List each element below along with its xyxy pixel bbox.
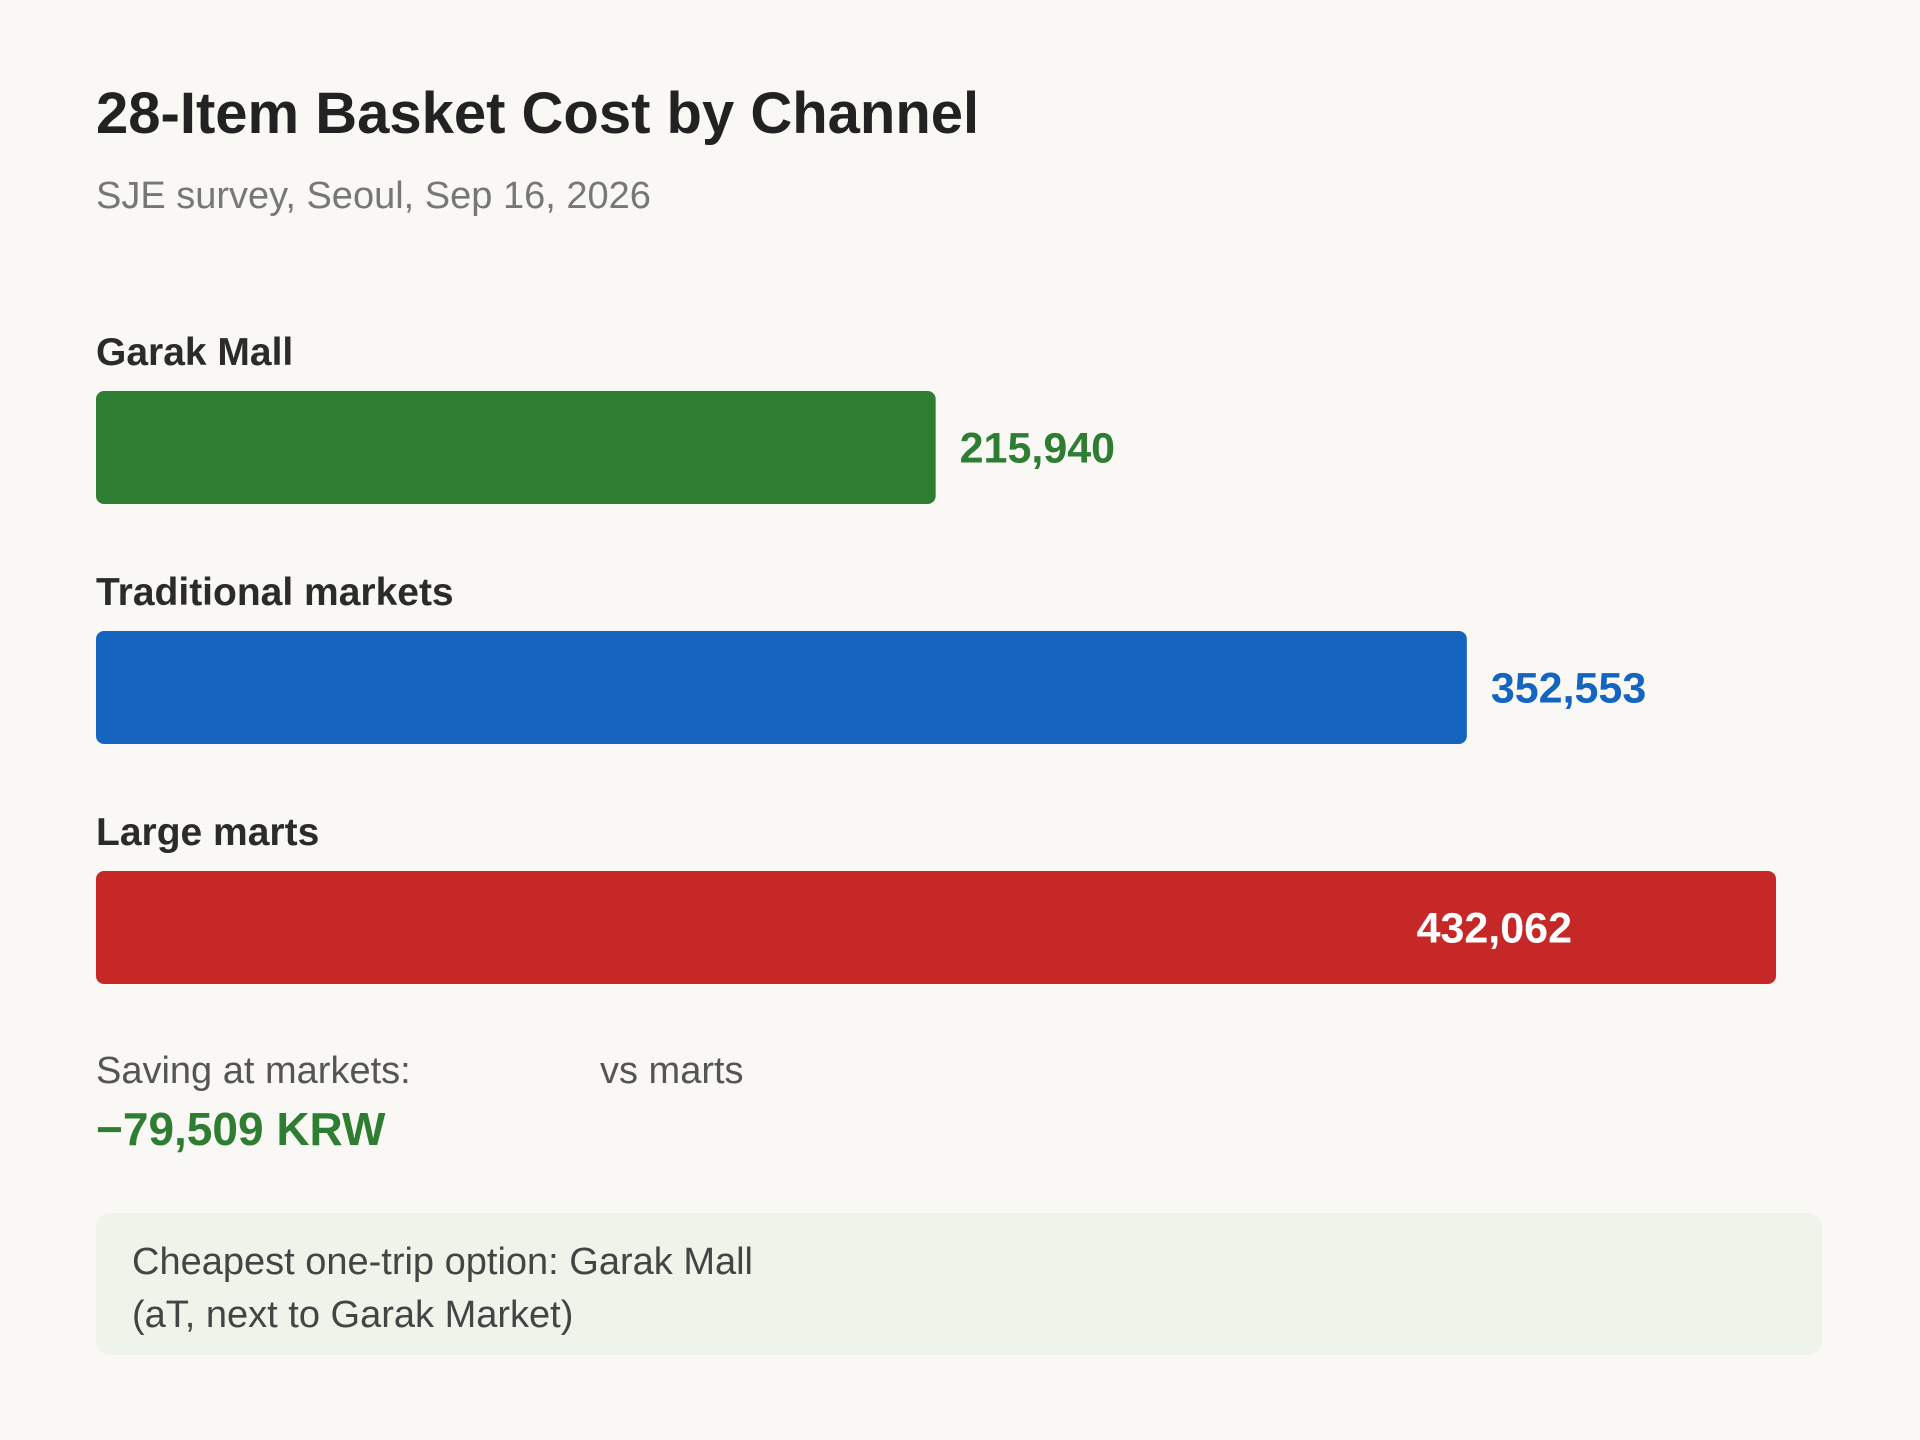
- bar: [96, 391, 936, 504]
- bar: [96, 871, 1776, 984]
- bar: [96, 631, 1467, 744]
- bar-chart: Garak Mall 215,940 Traditional markets 352,…: [96, 331, 1776, 984]
- saving-label: Saving at markets:: [96, 1050, 411, 1092]
- category-label: Large marts: [96, 811, 319, 854]
- value-label: 432,062: [1417, 905, 1572, 953]
- chart-subtitle: SJE survey, Seoul, Sep 16, 2026: [96, 175, 651, 217]
- note-box: Cheapest one-trip option: Garak Mall (aT…: [96, 1213, 1822, 1355]
- saving-value: −79,509 KRW: [96, 1103, 386, 1155]
- value-label: 352,553: [1491, 665, 1646, 713]
- chart-title: 28-Item Basket Cost by Channel: [96, 81, 980, 146]
- category-label: Garak Mall: [96, 331, 293, 374]
- note-line-1: Cheapest one-trip option: Garak Mall: [132, 1241, 753, 1283]
- value-label: 215,940: [960, 425, 1115, 473]
- note-line-2: (aT, next to Garak Market): [132, 1294, 574, 1336]
- saving-suffix: vs marts: [600, 1050, 744, 1092]
- category-label: Traditional markets: [96, 571, 454, 614]
